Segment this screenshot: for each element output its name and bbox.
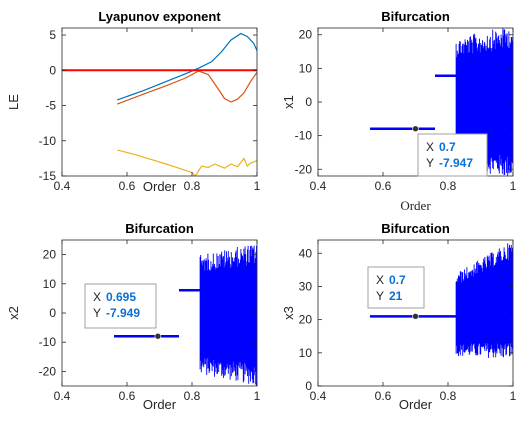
y-tick-label: -20 — [295, 162, 313, 176]
y-tick-label: 10 — [299, 61, 313, 75]
datatip-box — [417, 133, 488, 177]
x-tick-label: 0.8 — [440, 179, 457, 193]
datatip-x-key: X — [426, 140, 434, 154]
x-tick-label: 0.8 — [440, 389, 457, 403]
x-tick-label: 0.6 — [119, 389, 136, 403]
x-tick-label: 0.4 — [54, 389, 71, 403]
datatip-y-key: Y — [426, 156, 434, 170]
y-tick-label: 40 — [299, 246, 313, 260]
x-tick-label: 1 — [254, 179, 261, 193]
x-tick-label: 1 — [510, 179, 517, 193]
datatip-box — [367, 266, 425, 309]
datatip[interactable]: X 0.7 Y -7.947 — [417, 133, 488, 177]
x-tick-label: 0.6 — [375, 389, 392, 403]
datatip-marker[interactable] — [412, 125, 419, 133]
y-tick-label: -10 — [39, 134, 57, 148]
datatip-y-key: Y — [93, 306, 101, 320]
y-tick-label: -10 — [295, 129, 313, 143]
y-tick-label: 30 — [299, 279, 313, 293]
series-line-2 — [116, 70, 257, 105]
datatip-x-key: X — [376, 273, 384, 287]
datatip-x-value: 0.7 — [389, 273, 406, 287]
x-axis-label: Order — [399, 397, 433, 412]
datatip-box — [84, 283, 157, 329]
y-tick-label: 20 — [299, 313, 313, 327]
plot-content — [370, 28, 513, 176]
x-tick-label: 0.8 — [184, 389, 201, 403]
y-tick-label: -5 — [45, 99, 56, 113]
y-axis-label: x3 — [281, 306, 296, 320]
y-tick-label: -15 — [39, 169, 57, 183]
y-tick-label: 5 — [49, 28, 56, 42]
plot-area — [62, 28, 257, 176]
axes-box — [61, 27, 258, 177]
x-axis-label: Order — [400, 198, 431, 213]
series-line-3 — [117, 149, 257, 176]
datatip-marker[interactable] — [412, 313, 419, 320]
chaotic-band — [199, 245, 257, 386]
y-tick-label: 0 — [49, 306, 56, 320]
datatip-x-value: 0.695 — [106, 290, 136, 304]
chaotic-band — [455, 28, 513, 176]
panel-bif_x1: 0.4 0.6 0.8 1 -20 -10 0 10 20 Bifurcation Order x1 X… — [281, 9, 517, 213]
chart-title: Bifurcation — [381, 221, 450, 236]
y-tick-label: -20 — [39, 364, 57, 378]
y-tick-label: 0 — [49, 63, 56, 77]
plot-content — [114, 245, 257, 386]
panel-bif_x2: 0.4 0.6 0.8 1 -20 -10 0 10 20 Bifurcation Order x2 X… — [6, 221, 261, 412]
y-axis-label: x2 — [6, 306, 21, 320]
chart-title: Bifurcation — [125, 221, 194, 236]
datatip-y-value: 21 — [389, 289, 403, 303]
chart-title: Bifurcation — [381, 9, 450, 24]
datatip-y-value: -7.949 — [106, 306, 140, 320]
y-tick-label: -10 — [39, 335, 57, 349]
chart-title: Lyapunov exponent — [98, 9, 221, 24]
series-line-1 — [117, 32, 257, 101]
x-axis-label: Order — [143, 179, 177, 194]
x-tick-label: 0.8 — [184, 179, 201, 193]
datatip-x-value: 0.7 — [439, 140, 456, 154]
y-tick-label: 10 — [299, 346, 313, 360]
y-tick-label: 20 — [299, 28, 313, 42]
x-tick-label: 0.6 — [375, 179, 392, 193]
x-tick-label: 0.6 — [119, 179, 136, 193]
y-tick-label: 10 — [43, 277, 57, 291]
datatip-x-key: X — [93, 290, 101, 304]
plot-content — [62, 32, 257, 176]
datatip[interactable]: X 0.695 Y -7.949 — [84, 283, 157, 329]
x-tick-label: 0.4 — [54, 179, 71, 193]
chaotic-band — [455, 243, 513, 358]
y-tick-label: 0 — [305, 379, 312, 393]
axes-box — [317, 239, 514, 387]
datatip-y-value: -7.947 — [439, 156, 473, 170]
y-tick-label: 0 — [305, 95, 312, 109]
datatip-y-key: Y — [376, 289, 384, 303]
x-tick-label: 1 — [510, 389, 517, 403]
x-axis-label: Order — [143, 397, 177, 412]
x-tick-label: 1 — [254, 389, 261, 403]
x-tick-label: 0.4 — [310, 389, 327, 403]
y-axis-label: LE — [6, 94, 21, 110]
x-tick-label: 0.4 — [310, 179, 327, 193]
y-axis-label: x1 — [281, 95, 296, 109]
datatip[interactable]: X 0.7 Y 21 — [367, 266, 425, 309]
datatip-marker[interactable] — [154, 332, 162, 340]
panel-lyapunov: 0.4 0.6 0.8 1 -15 -10 -5 0 5 Lyapunov exponent Ord… — [6, 9, 261, 194]
y-tick-label: 20 — [43, 248, 57, 262]
